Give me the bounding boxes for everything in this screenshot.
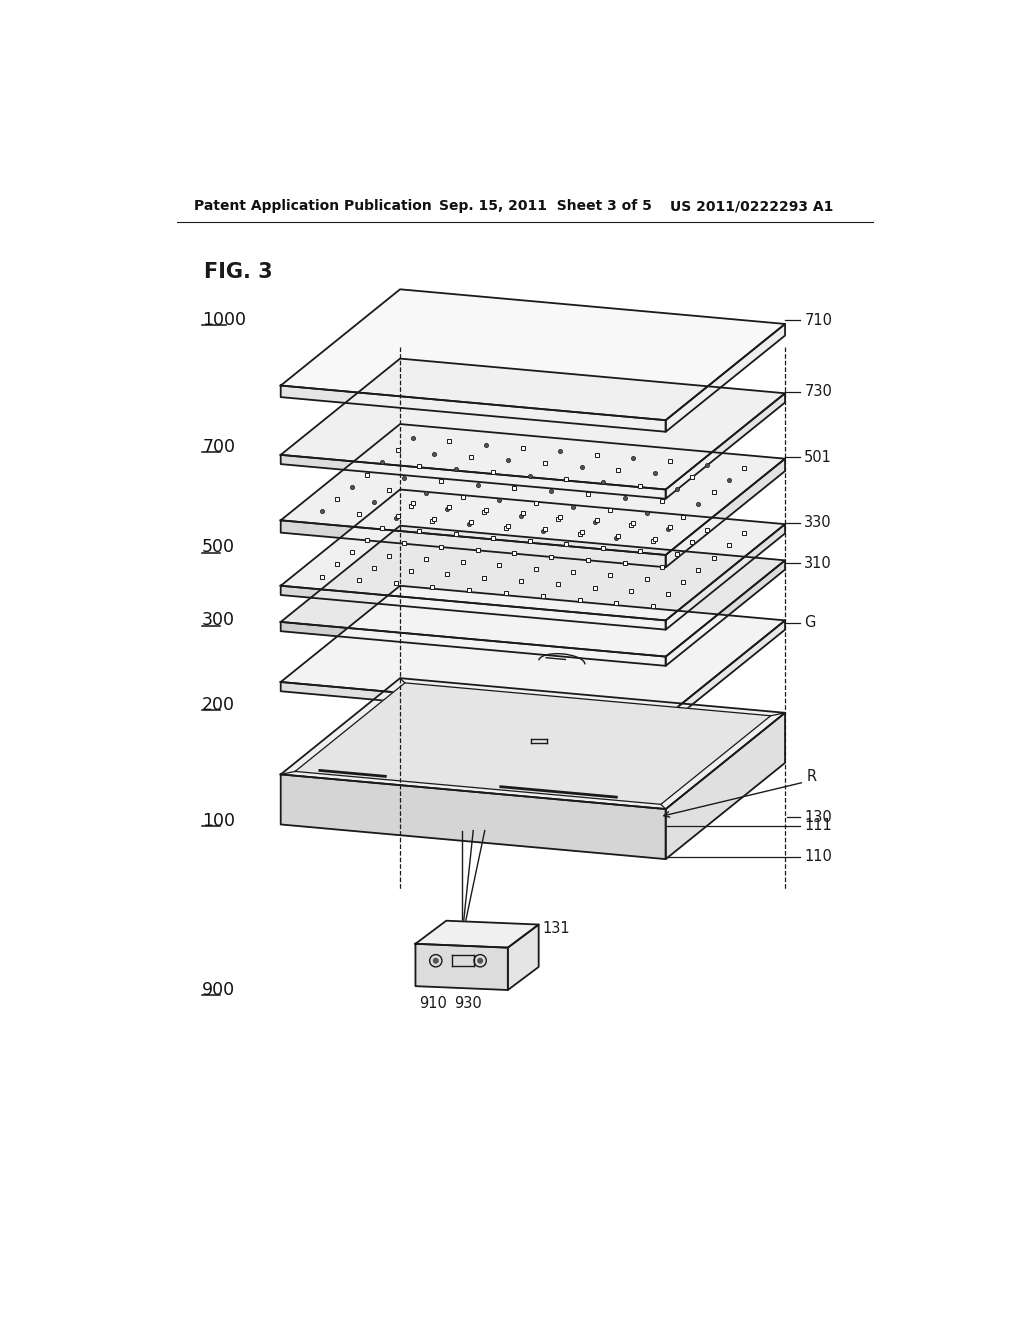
Text: 910: 910 (419, 995, 447, 1011)
Polygon shape (281, 455, 666, 499)
Polygon shape (416, 921, 539, 948)
Text: 500: 500 (202, 539, 236, 556)
Polygon shape (508, 924, 539, 990)
Text: FIG. 3: FIG. 3 (204, 261, 272, 281)
Polygon shape (666, 459, 785, 568)
Text: 300: 300 (202, 611, 236, 630)
Text: 100: 100 (202, 812, 236, 829)
Polygon shape (666, 713, 785, 859)
Polygon shape (281, 622, 666, 665)
Circle shape (478, 958, 482, 964)
Text: 130: 130 (804, 809, 833, 825)
Text: US 2011/0222293 A1: US 2011/0222293 A1 (670, 199, 833, 213)
Text: 730: 730 (804, 384, 833, 399)
Text: 110: 110 (804, 849, 833, 865)
Text: Patent Application Publication: Patent Application Publication (194, 199, 431, 213)
Polygon shape (666, 393, 785, 499)
Text: G: G (804, 615, 816, 630)
Polygon shape (666, 620, 785, 726)
Polygon shape (281, 678, 785, 809)
Text: 700: 700 (202, 438, 236, 457)
Polygon shape (281, 682, 666, 726)
Text: 310: 310 (804, 556, 833, 572)
Polygon shape (281, 359, 785, 490)
Polygon shape (666, 524, 785, 630)
Polygon shape (281, 775, 666, 859)
Polygon shape (281, 490, 785, 620)
Polygon shape (295, 682, 771, 804)
Text: 900: 900 (202, 981, 236, 999)
Polygon shape (281, 385, 666, 432)
Text: Sep. 15, 2011  Sheet 3 of 5: Sep. 15, 2011 Sheet 3 of 5 (438, 199, 651, 213)
Text: 930: 930 (455, 995, 482, 1011)
Polygon shape (666, 323, 785, 432)
Polygon shape (666, 561, 785, 665)
Polygon shape (281, 289, 785, 420)
Polygon shape (281, 525, 785, 656)
Polygon shape (416, 944, 508, 990)
Polygon shape (281, 424, 785, 554)
Polygon shape (281, 586, 785, 717)
Text: 111: 111 (804, 818, 833, 833)
Text: 330: 330 (804, 515, 831, 531)
Polygon shape (281, 520, 666, 568)
Circle shape (433, 958, 438, 964)
Text: 501: 501 (804, 450, 833, 465)
Text: R: R (807, 770, 817, 784)
Polygon shape (281, 586, 666, 630)
Text: 1000: 1000 (202, 312, 246, 329)
Text: 710: 710 (804, 313, 833, 327)
Text: 200: 200 (202, 696, 236, 714)
Text: 131: 131 (543, 921, 570, 936)
